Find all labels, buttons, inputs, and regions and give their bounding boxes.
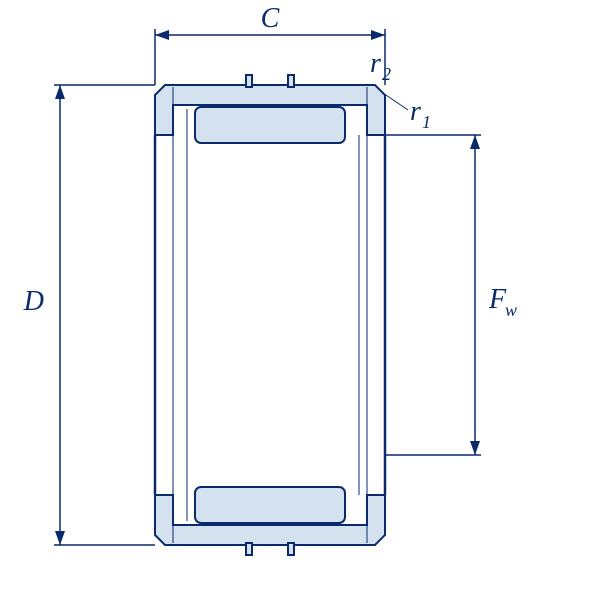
label-r1: r xyxy=(410,96,421,127)
cage-pin xyxy=(288,75,294,87)
label-r2: r xyxy=(370,48,381,79)
cage-pin xyxy=(288,543,294,555)
label-r1-sub: 1 xyxy=(422,112,431,132)
label-r2-sub: 2 xyxy=(382,64,391,84)
label-c: C xyxy=(261,3,280,34)
roller-lower xyxy=(195,487,345,523)
cage-pin xyxy=(246,543,252,555)
cage-pin xyxy=(246,75,252,87)
label-fw-sub: w xyxy=(505,300,517,320)
roller-upper xyxy=(195,107,345,143)
label-d: D xyxy=(23,286,44,317)
